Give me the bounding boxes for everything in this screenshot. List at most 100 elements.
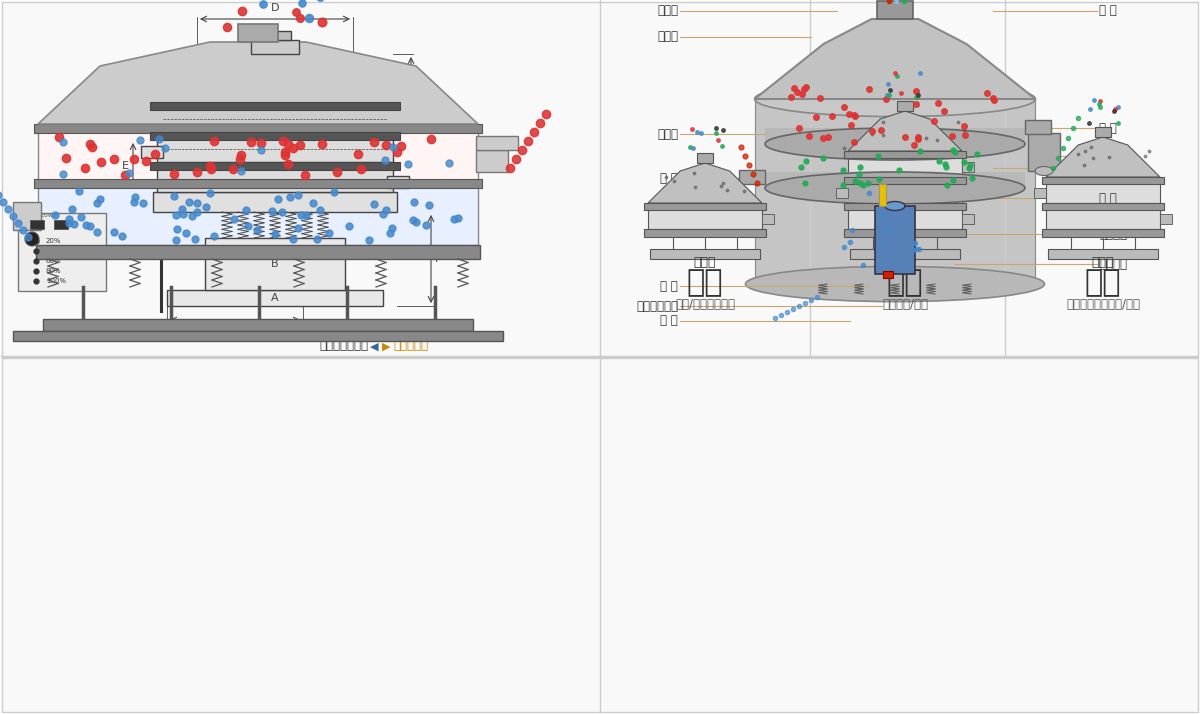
Ellipse shape (745, 266, 1044, 301)
Bar (150, 162, 400, 170)
Bar (259, 31, 292, 40)
Bar (36, 245, 480, 259)
Text: D: D (271, 3, 280, 13)
Text: 網 架: 網 架 (1099, 121, 1117, 134)
Bar (844, 203, 966, 210)
Text: 去除液體中的顆粒/異物: 去除液體中的顆粒/異物 (1066, 298, 1140, 311)
Bar (157, 166, 394, 192)
Text: 過濾: 過濾 (887, 268, 923, 297)
Ellipse shape (886, 201, 905, 211)
Bar (18, 213, 106, 291)
Bar (1042, 203, 1164, 210)
Text: power: power (41, 213, 60, 218)
Polygon shape (1046, 137, 1160, 177)
Bar (1048, 249, 1158, 259)
Text: 雙層式: 雙層式 (1092, 256, 1115, 269)
Bar (34, 124, 482, 133)
Bar (167, 290, 383, 306)
Bar (13, 202, 41, 230)
Bar (150, 132, 400, 140)
Text: 篩 盤: 篩 盤 (1099, 191, 1117, 204)
Text: 分級: 分級 (686, 268, 724, 297)
Bar (1042, 177, 1164, 184)
Bar (476, 150, 508, 172)
Bar (848, 207, 962, 229)
Text: 單層式: 單層式 (694, 256, 716, 269)
Text: 上部重錘: 上部重錘 (1099, 161, 1127, 174)
Text: ◀: ◀ (370, 342, 378, 352)
Text: 運輸固定螺栓: 運輸固定螺栓 (636, 299, 678, 313)
Text: A: A (271, 293, 278, 303)
Polygon shape (157, 54, 394, 102)
Bar (875, 206, 916, 274)
Bar (1160, 214, 1172, 224)
Bar (30, 220, 44, 229)
Bar (251, 40, 299, 54)
Bar (2, 358, 1198, 712)
Bar (848, 155, 962, 177)
Text: 40%: 40% (46, 248, 61, 254)
Bar (762, 214, 774, 224)
Text: E: E (121, 161, 128, 171)
Bar (644, 203, 766, 210)
Bar (154, 192, 397, 212)
Bar (1046, 207, 1160, 229)
Text: 機 座: 機 座 (660, 314, 678, 328)
Bar (1034, 188, 1046, 198)
Bar (238, 24, 278, 42)
Polygon shape (38, 42, 478, 124)
Text: 60%: 60% (46, 258, 61, 264)
Bar (648, 207, 762, 229)
Bar (157, 106, 394, 132)
Text: 外形尺寸示意圖: 外形尺寸示意圖 (319, 339, 368, 352)
Text: ▶: ▶ (382, 342, 390, 352)
Text: 彈 簧: 彈 簧 (660, 279, 678, 293)
Text: 進料口: 進料口 (658, 4, 678, 18)
Text: I: I (436, 254, 438, 264)
Polygon shape (848, 111, 962, 151)
Text: 篩 網: 篩 網 (1099, 4, 1117, 18)
Text: 下部重錘: 下部重錘 (1099, 258, 1127, 271)
Text: F: F (415, 73, 421, 83)
Polygon shape (648, 163, 762, 203)
Circle shape (25, 232, 38, 246)
Bar (844, 151, 966, 158)
Text: 除雜: 除雜 (1085, 268, 1121, 297)
Bar (644, 229, 766, 237)
Text: 80%: 80% (46, 268, 61, 274)
Bar (877, 1, 913, 19)
Bar (54, 220, 68, 229)
Ellipse shape (766, 128, 1025, 160)
Text: 束 環: 束 環 (660, 171, 678, 184)
Bar (755, 99, 1036, 284)
Bar (157, 136, 394, 162)
Bar (766, 128, 1025, 146)
Ellipse shape (1034, 166, 1054, 176)
Bar (1046, 181, 1160, 203)
Bar (848, 181, 962, 203)
Bar (13, 331, 503, 341)
Polygon shape (755, 19, 1036, 99)
Bar (142, 146, 163, 158)
Text: 顆粒/粉末準確分級: 顆粒/粉末準確分級 (674, 298, 734, 311)
Text: H: H (230, 326, 239, 336)
Bar (150, 102, 400, 110)
Ellipse shape (755, 81, 1036, 116)
Text: 振動電機: 振動電機 (1099, 228, 1127, 241)
Bar (836, 188, 848, 198)
Bar (878, 184, 886, 206)
Text: 100%: 100% (46, 278, 66, 284)
Bar (650, 249, 760, 259)
Ellipse shape (766, 172, 1025, 204)
Bar (1028, 133, 1060, 171)
Bar (34, 179, 482, 188)
Text: B: B (271, 259, 278, 269)
Bar (2, 2, 1198, 356)
Text: C: C (274, 43, 281, 53)
Bar (883, 271, 893, 278)
Text: 結構示意圖: 結構示意圖 (394, 339, 428, 352)
Text: 去除異物/結塊: 去除異物/結塊 (882, 298, 928, 311)
Bar (844, 177, 966, 184)
Text: 三層式: 三層式 (894, 256, 917, 269)
Bar (962, 214, 974, 224)
